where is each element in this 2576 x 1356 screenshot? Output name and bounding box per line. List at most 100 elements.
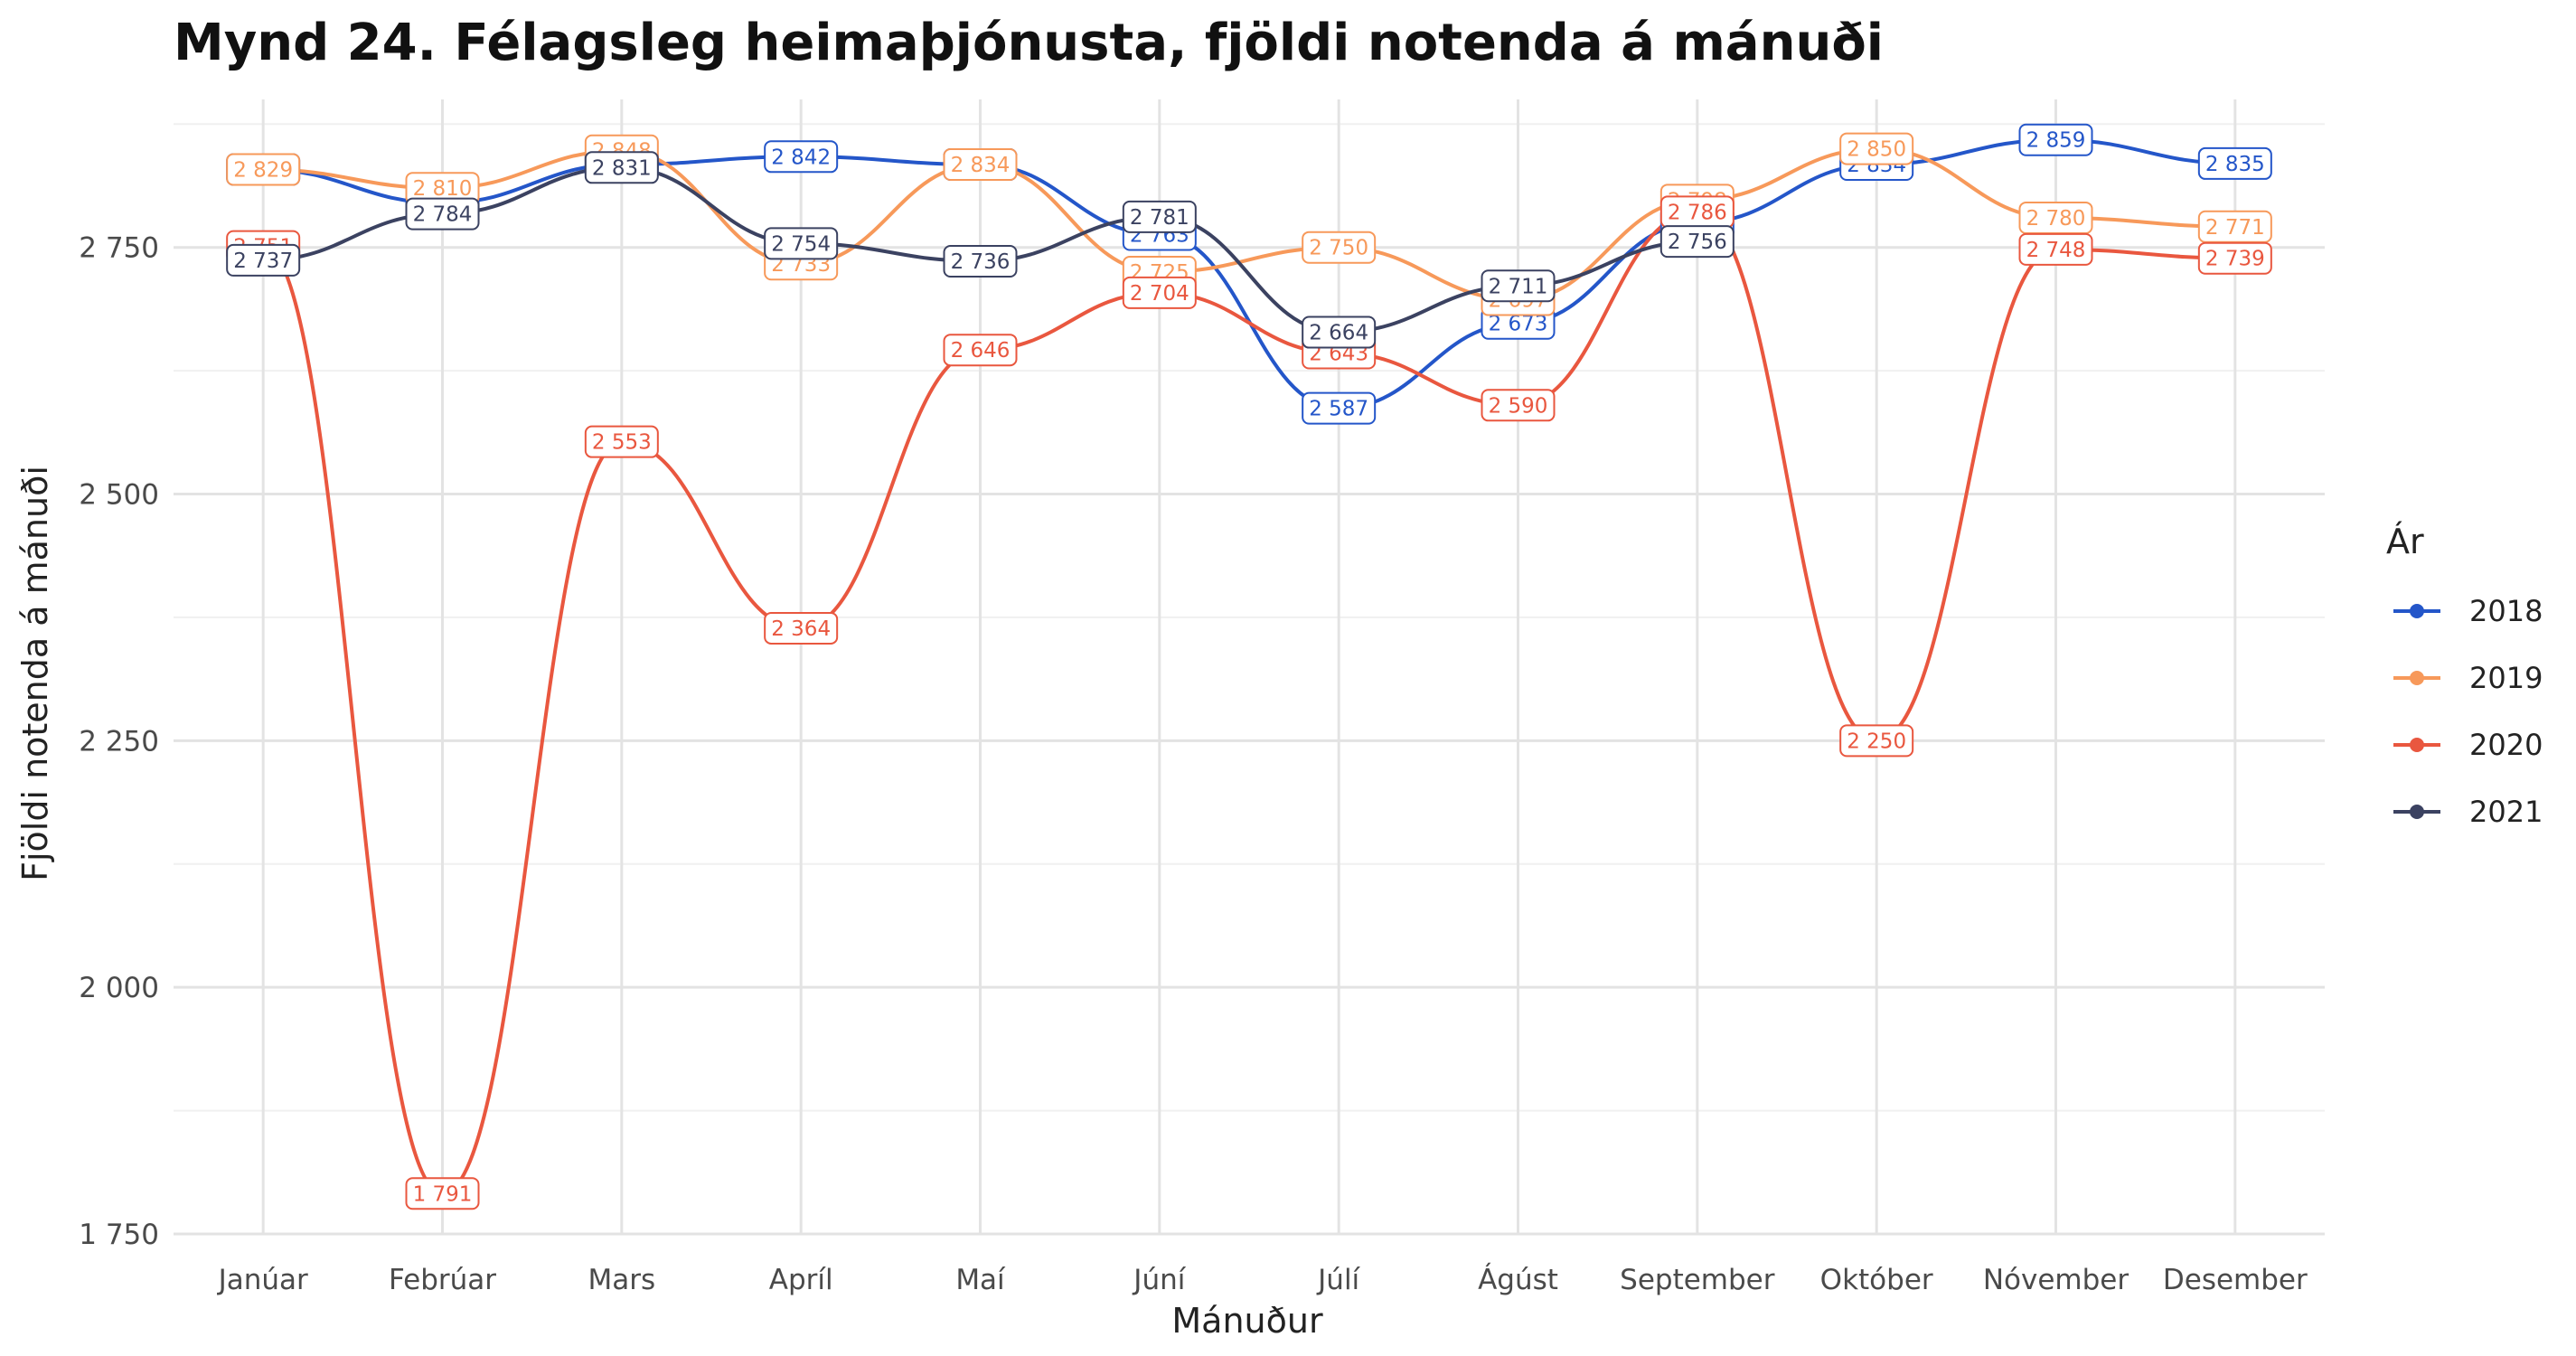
data-label-box bbox=[943, 148, 1018, 182]
data-label-text: 2 781 bbox=[1130, 206, 1189, 230]
data-label-text: 2 748 bbox=[2026, 239, 2086, 262]
data-label-box bbox=[2018, 123, 2093, 156]
data-label-2020: 2 786 bbox=[1659, 195, 1735, 229]
data-label-box bbox=[405, 1177, 480, 1210]
data-label-text: 2 587 bbox=[1309, 398, 1368, 421]
data-label-2020: 2 250 bbox=[1839, 724, 1914, 758]
data-label-box bbox=[2197, 146, 2272, 180]
data-label-2019: 2 829 bbox=[226, 153, 301, 186]
data-label-box bbox=[764, 140, 839, 174]
data-label-text: 2 364 bbox=[771, 617, 831, 641]
y-axis-title: Fjöldi notenda á mánuði bbox=[15, 466, 55, 881]
data-label-text: 2 859 bbox=[2026, 129, 2086, 153]
data-label-2020: 2 646 bbox=[943, 334, 1018, 367]
data-label-2021: 2 711 bbox=[1481, 269, 1556, 303]
data-label-text: 2 750 bbox=[1309, 237, 1368, 260]
data-label-2019: 2 771 bbox=[2197, 210, 2272, 243]
y-tick-label: 2 750 bbox=[79, 232, 159, 265]
data-label-2018: 2 835 bbox=[2197, 146, 2272, 180]
legend-label-2020: 2020 bbox=[2469, 728, 2543, 762]
data-label-box bbox=[1659, 225, 1735, 259]
data-label-box bbox=[1839, 724, 1914, 758]
data-label-2021: 2 754 bbox=[764, 227, 839, 260]
data-label-text: 2 842 bbox=[771, 146, 831, 169]
data-label-box bbox=[1302, 315, 1377, 349]
data-label-text: 2 250 bbox=[1847, 730, 1906, 753]
data-label-2021: 2 756 bbox=[1659, 225, 1735, 259]
data-label-text: 2 810 bbox=[413, 177, 473, 201]
data-label-2019: 2 834 bbox=[943, 148, 1018, 182]
legend-label-2019: 2019 bbox=[2469, 661, 2543, 695]
data-label-text: 2 739 bbox=[2205, 248, 2265, 271]
data-label-2020: 2 748 bbox=[2018, 232, 2093, 266]
data-label-text: 2 771 bbox=[2205, 216, 2265, 240]
data-label-text: 2 737 bbox=[233, 250, 293, 273]
data-label-2020: 1 791 bbox=[405, 1177, 480, 1210]
y-tick-label: 2 500 bbox=[79, 479, 159, 512]
data-label-2021: 2 737 bbox=[226, 243, 301, 277]
x-tick-label: Nóvember bbox=[1983, 1264, 2129, 1296]
legend-title: Ár bbox=[2386, 522, 2424, 561]
y-tick-label: 2 250 bbox=[79, 725, 159, 758]
data-label-2018: 2 842 bbox=[764, 140, 839, 174]
data-label-2019: 2 850 bbox=[1839, 132, 1914, 165]
data-label-box bbox=[226, 153, 301, 186]
x-tick-label: Maí bbox=[955, 1264, 1006, 1296]
legend-marker-2021 bbox=[2410, 805, 2424, 819]
data-label-2020: 2 739 bbox=[2197, 241, 2272, 275]
data-label-box bbox=[584, 425, 659, 458]
data-label-2020: 2 364 bbox=[764, 611, 839, 645]
data-label-box bbox=[1481, 389, 1556, 422]
data-label-text: 2 835 bbox=[2205, 153, 2265, 176]
data-label-box bbox=[764, 611, 839, 645]
data-label-text: 2 834 bbox=[951, 154, 1011, 177]
data-label-text: 2 590 bbox=[1489, 394, 1548, 418]
data-label-2021: 2 831 bbox=[584, 151, 659, 184]
data-label-2021: 2 664 bbox=[1302, 315, 1377, 349]
data-label-text: 2 756 bbox=[1668, 231, 1727, 254]
data-label-2018: 2 859 bbox=[2018, 123, 2093, 156]
data-label-2018: 2 587 bbox=[1302, 391, 1377, 425]
data-label-2020: 2 590 bbox=[1481, 389, 1556, 422]
legend: 2018 2019 2020 2021 bbox=[2393, 594, 2543, 829]
data-label-box bbox=[1839, 132, 1914, 165]
legend-label-2018: 2018 bbox=[2469, 594, 2543, 628]
legend-marker-2018 bbox=[2410, 604, 2424, 618]
series-lines bbox=[262, 137, 2235, 1196]
data-label-text: 2 786 bbox=[1668, 201, 1727, 224]
data-label-box bbox=[1302, 391, 1377, 425]
data-label-text: 2 829 bbox=[233, 158, 293, 182]
data-label-box bbox=[1481, 269, 1556, 303]
series-line-2020 bbox=[262, 210, 2235, 1196]
data-label-box bbox=[943, 334, 1018, 367]
data-label-2019: 2 750 bbox=[1302, 231, 1377, 264]
y-tick-label: 2 000 bbox=[79, 972, 159, 1004]
data-label-text: 2 850 bbox=[1847, 138, 1906, 162]
data-label-text: 2 553 bbox=[592, 431, 652, 455]
data-label-box bbox=[1122, 200, 1197, 233]
data-label-box bbox=[2197, 241, 2272, 275]
data-label-2021: 2 781 bbox=[1122, 200, 1197, 233]
y-axis-ticks: 1 750 2 000 2 250 2 500 2 750 bbox=[79, 232, 159, 1251]
data-label-text: 2 784 bbox=[413, 203, 473, 227]
data-label-2021: 2 736 bbox=[943, 244, 1018, 278]
legend-label-2021: 2021 bbox=[2469, 795, 2543, 829]
data-label-text: 2 646 bbox=[951, 339, 1011, 363]
x-tick-label: Október bbox=[1820, 1264, 1933, 1296]
data-label-box bbox=[226, 243, 301, 277]
data-label-text: 2 831 bbox=[592, 156, 652, 180]
x-tick-label: Júlí bbox=[1316, 1264, 1360, 1296]
data-label-2020: 2 553 bbox=[584, 425, 659, 458]
data-label-box bbox=[764, 227, 839, 260]
data-label-text: 2 754 bbox=[771, 232, 831, 256]
x-tick-label: Apríl bbox=[769, 1264, 833, 1296]
data-label-box bbox=[584, 151, 659, 184]
data-label-box bbox=[1122, 276, 1197, 309]
data-label-2019: 2 810 bbox=[405, 172, 480, 205]
x-tick-label: Mars bbox=[588, 1264, 656, 1296]
data-label-text: 2 664 bbox=[1309, 322, 1368, 345]
x-tick-label: Febrúar bbox=[389, 1264, 496, 1296]
x-tick-label: September bbox=[1620, 1264, 1775, 1296]
legend-marker-2020 bbox=[2410, 738, 2424, 752]
data-label-2019: 2 780 bbox=[2018, 201, 2093, 234]
